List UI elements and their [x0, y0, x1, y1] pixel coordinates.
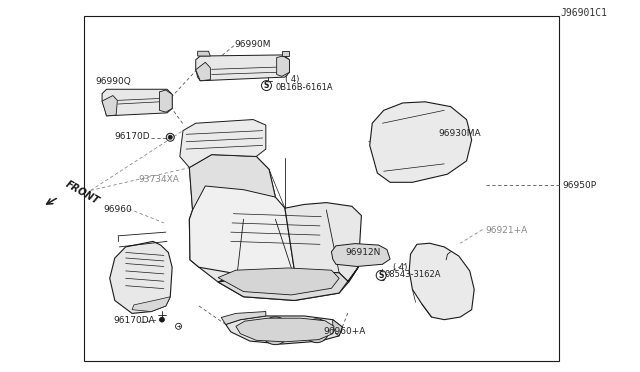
- Polygon shape: [180, 119, 266, 167]
- Polygon shape: [218, 268, 339, 295]
- Text: 93734XA: 93734XA: [138, 175, 179, 184]
- Text: 96960: 96960: [103, 205, 132, 215]
- Circle shape: [166, 133, 174, 141]
- Circle shape: [262, 81, 271, 90]
- Polygon shape: [102, 89, 172, 116]
- Polygon shape: [221, 311, 266, 324]
- Text: 96990M: 96990M: [234, 41, 271, 49]
- Text: ( 4): ( 4): [285, 75, 300, 84]
- Polygon shape: [332, 244, 390, 266]
- Polygon shape: [282, 51, 289, 56]
- Polygon shape: [409, 243, 474, 320]
- Polygon shape: [189, 206, 244, 282]
- Text: 96930MA: 96930MA: [438, 129, 481, 138]
- Text: J96901C1: J96901C1: [561, 8, 608, 18]
- Text: 96912N: 96912N: [346, 248, 381, 257]
- Text: 96960+A: 96960+A: [323, 327, 365, 336]
- Polygon shape: [370, 102, 472, 182]
- Circle shape: [266, 322, 284, 340]
- Polygon shape: [236, 318, 334, 342]
- Text: 0B16B-6161A: 0B16B-6161A: [275, 83, 333, 92]
- Text: 96990Q: 96990Q: [96, 77, 131, 86]
- Circle shape: [309, 323, 324, 339]
- Polygon shape: [189, 155, 294, 274]
- Circle shape: [168, 135, 172, 139]
- Text: 96170D: 96170D: [115, 132, 150, 141]
- Polygon shape: [285, 203, 362, 282]
- Polygon shape: [226, 316, 342, 344]
- Text: S: S: [378, 271, 384, 280]
- Circle shape: [262, 317, 289, 344]
- Polygon shape: [159, 90, 172, 112]
- Polygon shape: [198, 51, 211, 56]
- Polygon shape: [196, 55, 289, 81]
- Circle shape: [380, 276, 385, 281]
- Circle shape: [305, 319, 329, 343]
- Polygon shape: [189, 155, 275, 210]
- Text: FRONT: FRONT: [64, 179, 101, 206]
- Bar: [84, 16, 559, 361]
- Circle shape: [376, 270, 386, 280]
- Text: S: S: [264, 81, 269, 90]
- Text: ( 4): ( 4): [394, 263, 408, 272]
- Polygon shape: [333, 320, 342, 336]
- Polygon shape: [132, 297, 170, 311]
- Polygon shape: [276, 56, 289, 76]
- Text: 08543-3162A: 08543-3162A: [385, 270, 442, 279]
- Circle shape: [265, 83, 270, 88]
- Polygon shape: [218, 267, 358, 301]
- Polygon shape: [196, 62, 211, 81]
- Circle shape: [159, 317, 164, 322]
- Text: 96921+A: 96921+A: [486, 226, 528, 235]
- Polygon shape: [102, 96, 117, 116]
- Text: 96170DA: 96170DA: [113, 316, 154, 325]
- Text: 96950P: 96950P: [562, 182, 596, 190]
- Polygon shape: [218, 271, 349, 301]
- Polygon shape: [109, 241, 172, 313]
